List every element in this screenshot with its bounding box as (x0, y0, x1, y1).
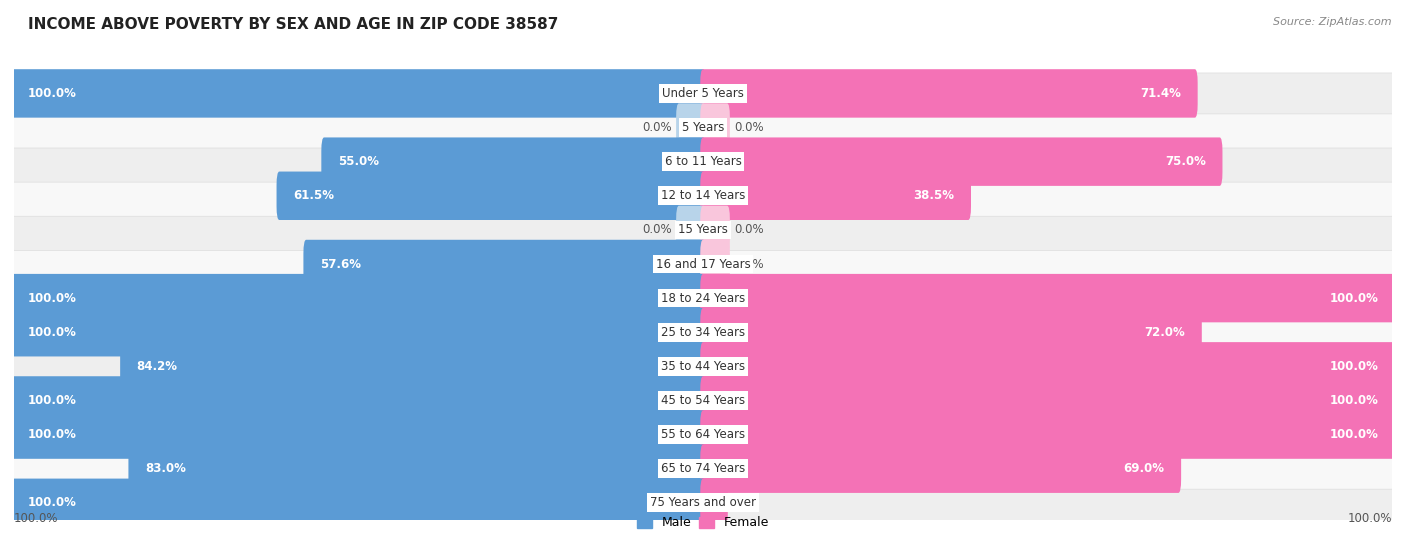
Text: 5 Years: 5 Years (682, 121, 724, 134)
Text: 100.0%: 100.0% (28, 394, 77, 407)
FancyBboxPatch shape (700, 172, 972, 220)
Legend: Male, Female: Male, Female (631, 511, 775, 534)
Text: 6 to 11 Years: 6 to 11 Years (665, 155, 741, 168)
FancyBboxPatch shape (700, 240, 730, 288)
FancyBboxPatch shape (11, 274, 706, 323)
Text: 83.0%: 83.0% (145, 462, 186, 475)
FancyBboxPatch shape (700, 69, 1198, 117)
Text: 0.0%: 0.0% (734, 258, 763, 271)
Text: 35 to 44 Years: 35 to 44 Years (661, 360, 745, 373)
FancyBboxPatch shape (11, 410, 706, 459)
Text: 55.0%: 55.0% (337, 155, 378, 168)
Text: 72.0%: 72.0% (1144, 326, 1185, 339)
Text: 100.0%: 100.0% (1347, 511, 1392, 525)
FancyBboxPatch shape (322, 138, 706, 186)
Text: 0.0%: 0.0% (734, 224, 763, 236)
FancyBboxPatch shape (700, 274, 1395, 323)
Text: 100.0%: 100.0% (1329, 394, 1378, 407)
FancyBboxPatch shape (13, 244, 1393, 285)
Text: Source: ZipAtlas.com: Source: ZipAtlas.com (1274, 17, 1392, 27)
Text: 100.0%: 100.0% (28, 496, 77, 509)
FancyBboxPatch shape (13, 176, 1393, 216)
Text: 100.0%: 100.0% (28, 428, 77, 441)
Text: 0.0%: 0.0% (643, 224, 672, 236)
Text: 100.0%: 100.0% (1329, 292, 1378, 305)
FancyBboxPatch shape (277, 172, 706, 220)
FancyBboxPatch shape (120, 342, 706, 391)
Text: 16 and 17 Years: 16 and 17 Years (655, 258, 751, 271)
Text: 100.0%: 100.0% (28, 326, 77, 339)
FancyBboxPatch shape (700, 138, 1222, 186)
Text: 75 Years and over: 75 Years and over (650, 496, 756, 509)
FancyBboxPatch shape (13, 346, 1393, 387)
Text: 25 to 34 Years: 25 to 34 Years (661, 326, 745, 339)
FancyBboxPatch shape (13, 380, 1393, 421)
Text: Under 5 Years: Under 5 Years (662, 87, 744, 100)
Text: 0.0%: 0.0% (734, 121, 763, 134)
FancyBboxPatch shape (700, 410, 1395, 459)
FancyBboxPatch shape (13, 210, 1393, 250)
Text: 18 to 24 Years: 18 to 24 Years (661, 292, 745, 305)
FancyBboxPatch shape (128, 444, 706, 493)
FancyBboxPatch shape (676, 103, 706, 151)
FancyBboxPatch shape (13, 73, 1393, 114)
FancyBboxPatch shape (13, 482, 1393, 523)
Text: 69.0%: 69.0% (1123, 462, 1164, 475)
FancyBboxPatch shape (11, 69, 706, 117)
Text: 100.0%: 100.0% (1329, 428, 1378, 441)
FancyBboxPatch shape (11, 308, 706, 357)
Text: 55 to 64 Years: 55 to 64 Years (661, 428, 745, 441)
Text: 61.5%: 61.5% (292, 190, 335, 202)
FancyBboxPatch shape (304, 240, 706, 288)
Text: 38.5%: 38.5% (914, 190, 955, 202)
FancyBboxPatch shape (700, 308, 1202, 357)
FancyBboxPatch shape (700, 103, 730, 151)
Text: 15 Years: 15 Years (678, 224, 728, 236)
FancyBboxPatch shape (11, 376, 706, 425)
Text: 57.6%: 57.6% (321, 258, 361, 271)
Text: INCOME ABOVE POVERTY BY SEX AND AGE IN ZIP CODE 38587: INCOME ABOVE POVERTY BY SEX AND AGE IN Z… (28, 17, 558, 32)
FancyBboxPatch shape (700, 444, 1181, 493)
FancyBboxPatch shape (676, 206, 706, 254)
FancyBboxPatch shape (13, 278, 1393, 319)
FancyBboxPatch shape (700, 479, 728, 527)
FancyBboxPatch shape (13, 312, 1393, 353)
Text: 100.0%: 100.0% (1329, 360, 1378, 373)
Text: 12 to 14 Years: 12 to 14 Years (661, 190, 745, 202)
Text: 100.0%: 100.0% (28, 87, 77, 100)
FancyBboxPatch shape (13, 414, 1393, 455)
FancyBboxPatch shape (13, 448, 1393, 489)
Text: 100.0%: 100.0% (28, 292, 77, 305)
Text: 100.0%: 100.0% (14, 511, 59, 525)
FancyBboxPatch shape (700, 342, 1395, 391)
FancyBboxPatch shape (13, 107, 1393, 148)
Text: 84.2%: 84.2% (136, 360, 177, 373)
FancyBboxPatch shape (700, 206, 730, 254)
Text: 71.4%: 71.4% (1140, 87, 1181, 100)
Text: 45 to 54 Years: 45 to 54 Years (661, 394, 745, 407)
Text: 75.0%: 75.0% (1166, 155, 1206, 168)
Text: 65 to 74 Years: 65 to 74 Years (661, 462, 745, 475)
FancyBboxPatch shape (11, 479, 706, 527)
FancyBboxPatch shape (13, 141, 1393, 182)
Text: 3.2%: 3.2% (679, 496, 711, 509)
Text: 0.0%: 0.0% (643, 121, 672, 134)
FancyBboxPatch shape (700, 376, 1395, 425)
